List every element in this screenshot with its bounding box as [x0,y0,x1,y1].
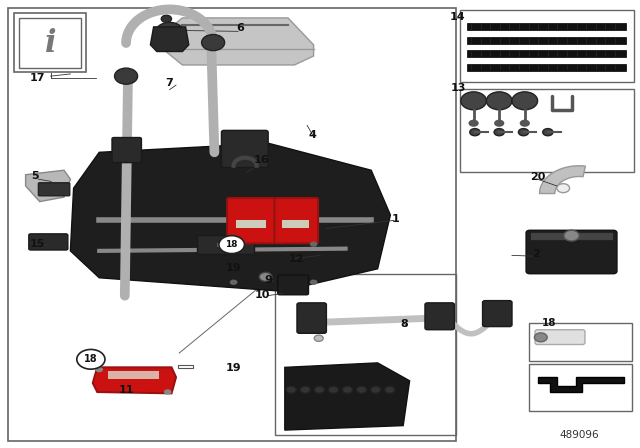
Circle shape [518,129,529,136]
Text: 10: 10 [255,290,270,300]
Text: 12: 12 [289,254,304,264]
Text: 18: 18 [225,240,238,249]
Polygon shape [538,377,624,392]
Circle shape [486,92,512,110]
Bar [236,220,266,228]
Circle shape [310,280,317,285]
Bar [467,23,626,30]
Circle shape [77,349,105,369]
FancyBboxPatch shape [535,330,585,345]
Circle shape [202,34,225,51]
Circle shape [557,184,570,193]
Circle shape [328,386,339,393]
Text: 8: 8 [401,319,408,329]
Text: 14: 14 [450,12,465,22]
FancyBboxPatch shape [526,230,617,274]
Circle shape [161,15,172,22]
Circle shape [310,241,317,247]
Circle shape [564,230,579,241]
Circle shape [156,22,184,42]
Circle shape [95,367,103,372]
Circle shape [164,389,172,395]
FancyBboxPatch shape [197,235,254,254]
Polygon shape [26,170,70,202]
Bar [529,323,632,361]
FancyBboxPatch shape [275,198,318,243]
Bar [467,37,626,44]
FancyBboxPatch shape [221,130,268,168]
Circle shape [470,129,480,136]
Bar [282,220,309,228]
Circle shape [494,120,504,127]
Polygon shape [163,18,314,65]
Text: i: i [45,27,56,59]
Text: 1: 1 [392,214,399,224]
Circle shape [494,129,504,136]
Polygon shape [540,166,586,194]
Circle shape [230,241,237,247]
FancyBboxPatch shape [297,303,326,333]
Polygon shape [285,363,410,430]
Circle shape [314,335,323,341]
Text: BMW: BMW [217,242,235,248]
Circle shape [115,68,138,84]
Circle shape [534,333,547,342]
Text: 20: 20 [530,172,545,182]
FancyBboxPatch shape [112,138,141,163]
Circle shape [385,386,395,393]
Text: 13: 13 [451,83,466,93]
Bar [275,274,456,435]
Text: 11: 11 [119,385,134,395]
Polygon shape [70,143,390,291]
Circle shape [512,92,538,110]
Bar [460,10,634,82]
Text: 19: 19 [226,363,241,373]
Text: 2: 2 [532,250,540,259]
Bar [14,13,86,72]
Bar [530,232,613,240]
Circle shape [342,386,353,393]
FancyBboxPatch shape [29,234,68,250]
Circle shape [219,236,244,254]
Text: 18: 18 [542,318,556,327]
Circle shape [314,386,324,393]
Text: 6: 6 [236,23,244,33]
Bar [467,50,626,57]
Text: 9: 9 [265,275,273,285]
Circle shape [520,120,530,127]
Bar [460,89,634,172]
Circle shape [300,386,310,393]
Circle shape [230,280,237,285]
Bar [19,18,81,68]
Circle shape [461,92,486,110]
Text: 489096: 489096 [559,430,599,439]
Polygon shape [93,367,176,393]
Bar [467,64,626,71]
Text: 16: 16 [253,155,269,165]
Text: 17: 17 [29,73,45,83]
FancyBboxPatch shape [38,183,70,196]
FancyBboxPatch shape [278,275,308,295]
Circle shape [259,272,272,281]
Text: 18: 18 [84,354,98,364]
Bar [529,364,632,411]
Bar [8,8,456,441]
FancyBboxPatch shape [425,303,454,330]
Circle shape [356,386,367,393]
Text: 19: 19 [226,263,241,273]
Text: 7: 7 [166,78,173,88]
FancyBboxPatch shape [227,198,275,243]
Text: 5: 5 [31,171,39,181]
Circle shape [543,129,553,136]
Circle shape [286,386,296,393]
Text: 4: 4 [308,130,316,140]
FancyBboxPatch shape [483,301,512,327]
Bar [108,371,159,379]
Circle shape [468,120,479,127]
Polygon shape [150,27,189,52]
Text: 15: 15 [29,239,45,249]
Circle shape [371,386,381,393]
